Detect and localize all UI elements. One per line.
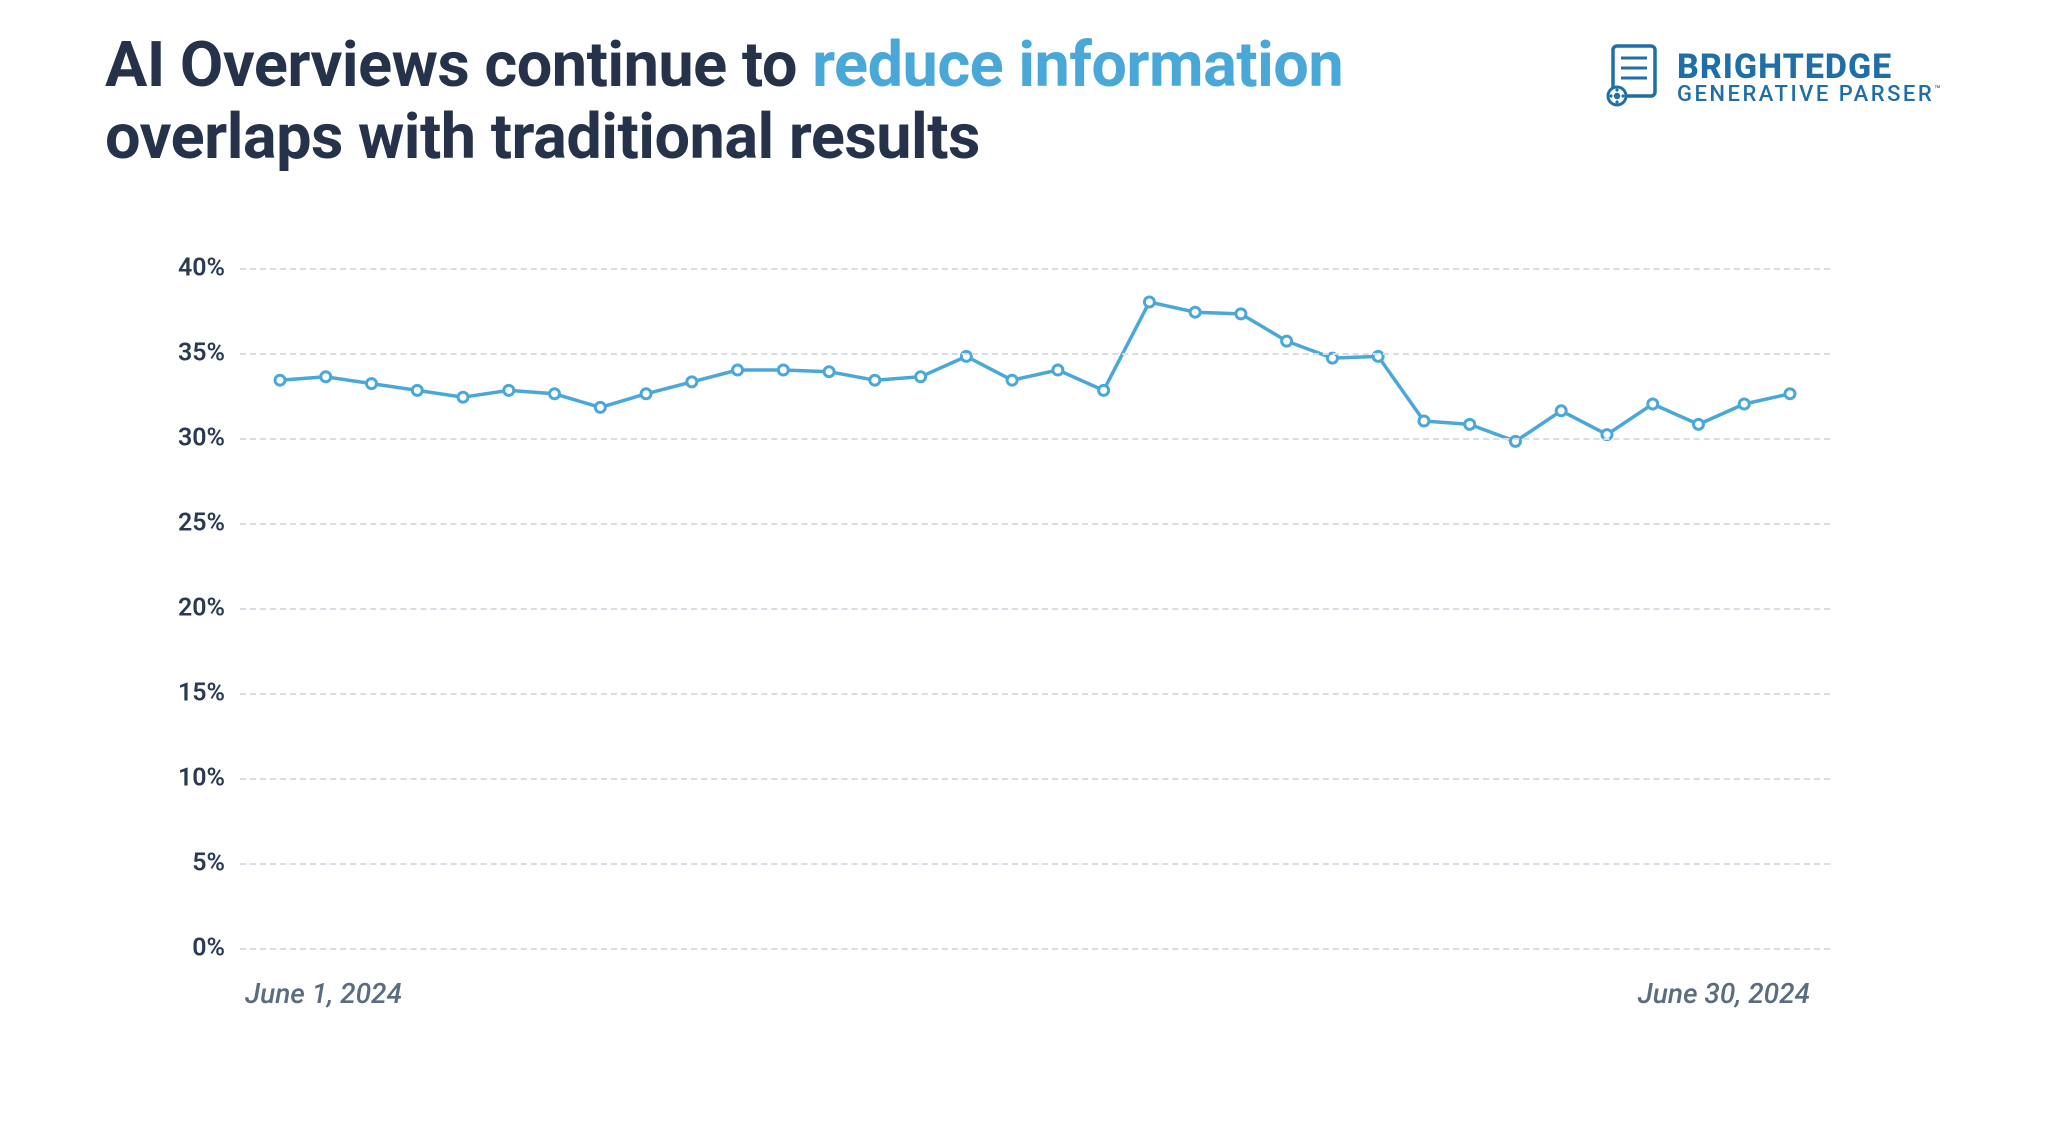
x-axis-end-label: June 30, 2024 bbox=[1638, 977, 1810, 1010]
y-axis-tick-label: 25% bbox=[130, 509, 225, 538]
chart-data-point bbox=[1693, 419, 1703, 429]
brand-name: BRIGHTEDGE bbox=[1677, 50, 1943, 84]
chart-gridline bbox=[240, 438, 1830, 440]
chart-data-point bbox=[1556, 406, 1566, 416]
chart-data-point bbox=[687, 377, 697, 387]
chart-data-point bbox=[458, 392, 468, 402]
y-axis-tick-label: 10% bbox=[130, 764, 225, 793]
x-axis-labels: June 1, 2024 June 30, 2024 bbox=[240, 977, 1830, 1010]
chart-data-point bbox=[275, 375, 285, 385]
title-suffix: overlaps with traditional results bbox=[105, 101, 980, 174]
brand-text: BRIGHTEDGE GENERATIVE PARSER™ bbox=[1677, 50, 1943, 106]
chart-data-point bbox=[1053, 365, 1063, 375]
y-axis-tick-label: 5% bbox=[130, 849, 225, 878]
chart-data-point bbox=[1739, 399, 1749, 409]
header: AI Overviews continue to reduce informat… bbox=[105, 30, 1943, 175]
chart-gridline bbox=[240, 268, 1830, 270]
y-axis-tick-label: 35% bbox=[130, 339, 225, 368]
y-axis-tick-label: 20% bbox=[130, 594, 225, 623]
chart-plot-area: 0%5%10%15%20%25%30%35%40% bbox=[240, 268, 1830, 948]
chart-data-point bbox=[824, 367, 834, 377]
chart-gridline bbox=[240, 353, 1830, 355]
chart-gridline bbox=[240, 948, 1830, 950]
chart-data-point bbox=[1007, 375, 1017, 385]
chart-data-point bbox=[916, 372, 926, 382]
chart: 0%5%10%15%20%25%30%35%40% June 1, 2024 J… bbox=[130, 245, 1910, 1005]
chart-data-point bbox=[595, 402, 605, 412]
y-axis-tick-label: 40% bbox=[130, 254, 225, 283]
title-accent: reduce information bbox=[812, 29, 1343, 102]
chart-data-point bbox=[1419, 416, 1429, 426]
chart-gridline bbox=[240, 863, 1830, 865]
brand-logo: BRIGHTEDGE GENERATIVE PARSER™ bbox=[1605, 44, 1943, 112]
chart-data-point bbox=[1190, 307, 1200, 317]
chart-gridline bbox=[240, 778, 1830, 780]
chart-gridline bbox=[240, 523, 1830, 525]
chart-data-point bbox=[1282, 336, 1292, 346]
brand-subtitle: GENERATIVE PARSER™ bbox=[1677, 84, 1943, 106]
brand-document-icon bbox=[1605, 44, 1663, 112]
y-axis-tick-label: 0% bbox=[130, 934, 225, 963]
chart-data-point bbox=[412, 385, 422, 395]
chart-data-point bbox=[1236, 309, 1246, 319]
chart-data-point bbox=[504, 385, 514, 395]
x-axis-start-label: June 1, 2024 bbox=[245, 977, 402, 1010]
chart-data-point bbox=[778, 365, 788, 375]
chart-data-point bbox=[321, 372, 331, 382]
chart-data-point bbox=[870, 375, 880, 385]
chart-data-point bbox=[641, 389, 651, 399]
page-title: AI Overviews continue to reduce informat… bbox=[105, 30, 1505, 175]
y-axis-tick-label: 15% bbox=[130, 679, 225, 708]
chart-data-point bbox=[1648, 399, 1658, 409]
chart-data-point bbox=[1099, 385, 1109, 395]
chart-data-point bbox=[367, 379, 377, 389]
chart-data-point bbox=[733, 365, 743, 375]
chart-series-line bbox=[280, 302, 1790, 441]
y-axis-tick-label: 30% bbox=[130, 424, 225, 453]
slide: AI Overviews continue to reduce informat… bbox=[0, 0, 2048, 1143]
chart-data-point bbox=[550, 389, 560, 399]
chart-data-point bbox=[1465, 419, 1475, 429]
chart-data-point bbox=[1144, 297, 1154, 307]
chart-gridline bbox=[240, 693, 1830, 695]
chart-data-point bbox=[1785, 389, 1795, 399]
chart-gridline bbox=[240, 608, 1830, 610]
title-prefix: AI Overviews continue to bbox=[105, 29, 812, 102]
